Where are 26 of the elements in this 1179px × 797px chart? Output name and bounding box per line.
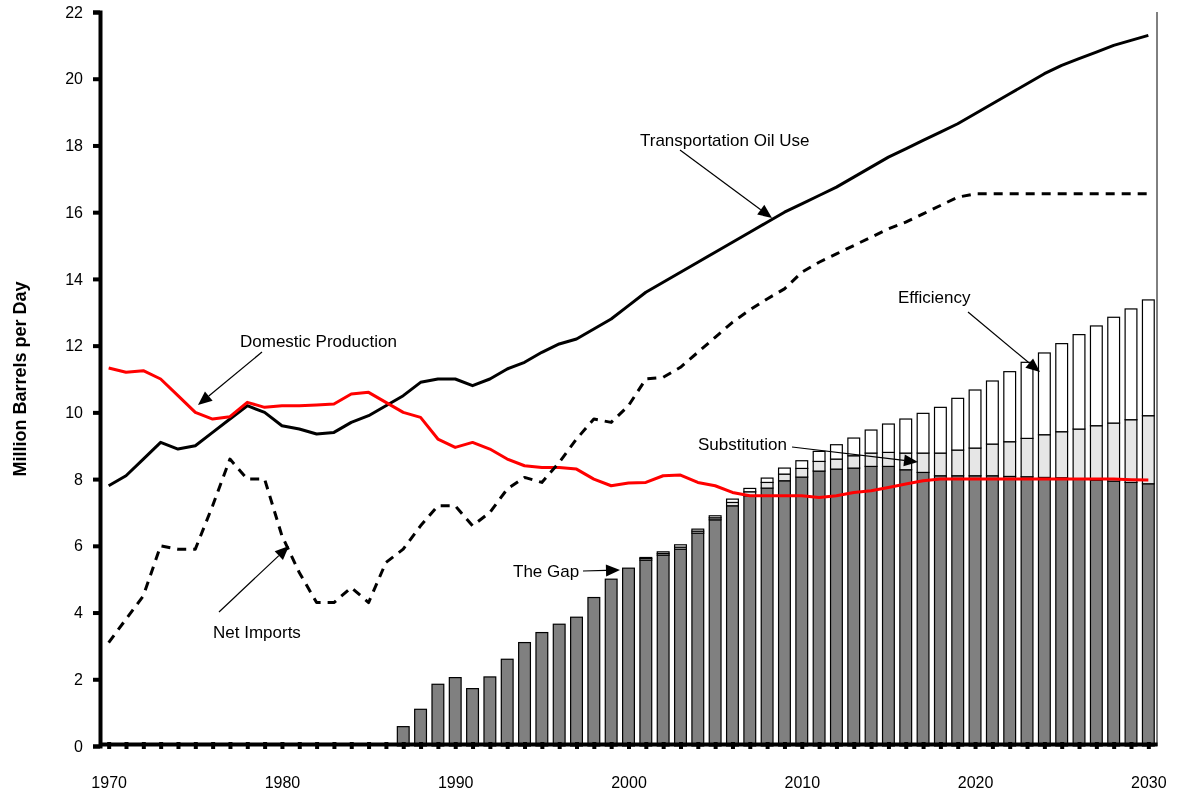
y-tick-label: 18 [65,137,84,155]
y-tick-label: 0 [74,737,84,755]
y-tick-label: 6 [74,537,84,555]
y-tick-label: 4 [74,604,84,622]
y-tick-label: 16 [65,203,84,221]
y-tick-label: 2 [74,670,84,688]
y-tick-label: 22 [65,3,84,21]
x-tick-label: 2030 [1131,774,1167,792]
x-tick-label: 1990 [437,774,474,792]
series-label: Net Imports [213,623,301,642]
y-tick-label: 14 [65,270,84,288]
y-axis-title: Million Barrels per Day [10,281,30,477]
y-tick-label: 8 [74,470,84,488]
text: Domestic Production [240,332,397,351]
x-tick-label: 2000 [611,774,647,792]
x-tick-label: 2020 [957,774,994,792]
y-tick-label: 12 [65,337,84,355]
x-tick-label: 1980 [264,774,301,792]
y-tick-label: 10 [65,403,84,421]
x-tick-label: 1970 [91,774,128,792]
text: Transportation Oil Use [640,131,810,150]
legend-label: The Gap [513,562,580,581]
series-label: Substitution [698,435,787,454]
text: Efficiency [898,288,971,307]
x-tick-label: 2010 [784,774,821,792]
y-tick-label: 20 [65,70,84,88]
